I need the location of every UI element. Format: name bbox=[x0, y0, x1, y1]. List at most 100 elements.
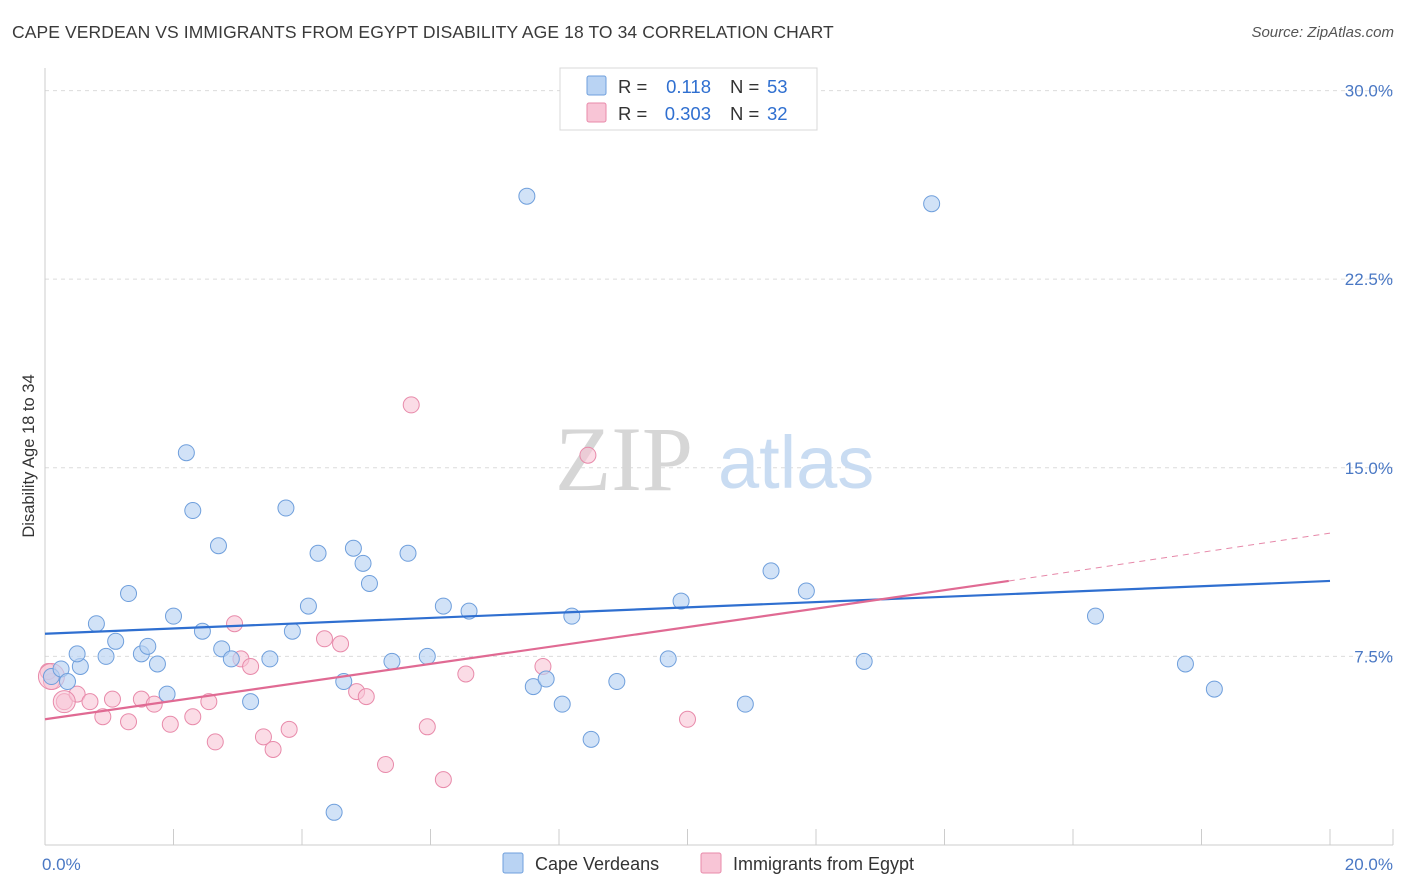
data-point-cape-verdean bbox=[1176, 655, 1194, 673]
data-point-egypt bbox=[226, 615, 244, 633]
data-point-cape-verdean bbox=[518, 187, 536, 205]
trend-line-egypt-extension bbox=[1008, 532, 1331, 582]
axes bbox=[44, 68, 1394, 846]
trend-line-egypt bbox=[44, 579, 1009, 721]
data-point-cape-verdean bbox=[148, 655, 166, 673]
y-tick-labels: 7.5% 15.0% 22.5% 30.0% bbox=[1345, 82, 1393, 667]
data-point-cape-verdean bbox=[582, 730, 600, 748]
data-point-egypt bbox=[52, 690, 76, 714]
x-tick-label-min: 0.0% bbox=[42, 855, 81, 874]
data-point-cape-verdean bbox=[608, 673, 626, 691]
data-point-cape-verdean bbox=[1086, 607, 1104, 625]
data-point-egypt bbox=[357, 688, 375, 706]
data-point-egypt bbox=[457, 665, 475, 683]
data-point-cape-verdean bbox=[120, 585, 138, 603]
data-point-cape-verdean bbox=[165, 607, 182, 625]
data-point-cape-verdean bbox=[58, 673, 76, 691]
data-point-egypt bbox=[120, 713, 138, 731]
data-point-cape-verdean bbox=[672, 592, 690, 610]
trend-lines bbox=[44, 532, 1331, 721]
data-point-cape-verdean bbox=[68, 645, 86, 663]
gridlines bbox=[45, 90, 1393, 657]
data-point-cape-verdean bbox=[107, 632, 125, 650]
data-point-cape-verdean bbox=[354, 554, 372, 572]
data-point-egypt bbox=[200, 693, 218, 711]
data-point-egypt bbox=[402, 396, 420, 414]
data-point-cape-verdean bbox=[418, 647, 436, 665]
data-point-cape-verdean bbox=[923, 195, 941, 213]
data-point-cape-verdean bbox=[209, 537, 227, 555]
watermark-atlas: atlas bbox=[718, 421, 874, 504]
data-point-egypt bbox=[264, 740, 282, 758]
data-point-cape-verdean bbox=[553, 695, 571, 713]
data-point-cape-verdean bbox=[855, 652, 873, 670]
data-point-egypt bbox=[280, 720, 298, 738]
data-point-egypt bbox=[377, 756, 395, 774]
series-cape-verdeans bbox=[42, 187, 1223, 821]
legend-swatch-pink bbox=[586, 102, 607, 123]
data-point-cape-verdean bbox=[87, 615, 105, 633]
data-point-egypt bbox=[103, 690, 121, 708]
chart-title: CAPE VERDEAN VS IMMIGRANTS FROM EGYPT DI… bbox=[12, 22, 834, 42]
data-point-egypt bbox=[242, 657, 260, 675]
data-point-egypt bbox=[315, 630, 333, 648]
legend-swatch-blue bbox=[586, 75, 607, 96]
data-point-cape-verdean bbox=[193, 622, 211, 640]
data-point-cape-verdean bbox=[299, 597, 317, 615]
legend-n-label-1: N = bbox=[730, 76, 759, 97]
data-point-cape-verdean bbox=[97, 647, 115, 665]
data-point-cape-verdean bbox=[399, 544, 417, 562]
y-tick-label: 30.0% bbox=[1345, 82, 1393, 101]
bottom-legend-swatch-blue bbox=[502, 852, 524, 874]
data-point-cape-verdean bbox=[242, 693, 260, 711]
data-point-egypt bbox=[332, 635, 350, 653]
data-point-cape-verdean bbox=[325, 803, 343, 821]
data-point-cape-verdean bbox=[184, 502, 202, 520]
data-point-cape-verdean bbox=[177, 444, 195, 462]
data-point-cape-verdean bbox=[537, 670, 555, 688]
legend-n-label-2: N = bbox=[730, 103, 759, 124]
legend-r-value-2: 0.303 bbox=[665, 103, 711, 124]
watermark-zip: ZIP bbox=[555, 408, 693, 510]
trend-line-cape-verdeans bbox=[44, 579, 1331, 635]
data-point-cape-verdean bbox=[1205, 680, 1223, 698]
data-point-cape-verdean bbox=[309, 544, 327, 562]
data-point-cape-verdean bbox=[797, 582, 815, 600]
data-point-cape-verdean bbox=[277, 499, 295, 517]
legend-r-value-1: 0.118 bbox=[666, 76, 711, 97]
bottom-legend-label-cape-verdeans: Cape Verdeans bbox=[535, 854, 659, 874]
data-point-egypt bbox=[579, 446, 597, 464]
bottom-legend-swatch-pink bbox=[700, 852, 722, 874]
legend-n-value-1: 53 bbox=[767, 76, 788, 97]
x-tick-label-max: 20.0% bbox=[1345, 855, 1393, 874]
bottom-legend-label-immigrants-from-egypt: Immigrants from Egypt bbox=[733, 854, 914, 874]
data-point-cape-verdean bbox=[383, 652, 401, 670]
data-point-egypt bbox=[434, 771, 452, 789]
data-point-cape-verdean bbox=[222, 650, 240, 668]
y-tick-label: 7.5% bbox=[1354, 647, 1393, 666]
data-point-cape-verdean bbox=[139, 637, 157, 655]
data-point-egypt bbox=[184, 708, 202, 726]
legend-r-label-2: R = bbox=[618, 103, 647, 124]
data-point-cape-verdean bbox=[434, 597, 452, 615]
data-point-cape-verdean bbox=[524, 678, 542, 696]
y-tick-label: 15.0% bbox=[1345, 459, 1393, 478]
data-point-cape-verdean bbox=[344, 539, 362, 557]
data-point-cape-verdean bbox=[659, 650, 677, 668]
data-point-egypt bbox=[206, 733, 224, 751]
data-point-egypt bbox=[81, 693, 99, 711]
data-point-egypt bbox=[418, 718, 436, 736]
data-point-cape-verdean bbox=[360, 574, 378, 592]
data-point-egypt bbox=[679, 710, 696, 728]
data-point-cape-verdean bbox=[563, 607, 581, 625]
data-point-cape-verdean bbox=[158, 685, 176, 703]
source-note: Source: ZipAtlas.com bbox=[1251, 24, 1394, 41]
data-point-cape-verdean bbox=[283, 622, 301, 640]
legend-n-value-2: 32 bbox=[767, 103, 788, 124]
x-tick-labels: 0.0% 20.0% bbox=[42, 855, 1393, 874]
y-axis-title: Disability Age 18 to 34 bbox=[20, 374, 38, 537]
data-point-cape-verdean bbox=[261, 650, 279, 668]
data-point-egypt bbox=[94, 708, 112, 726]
correlation-legend: R = 0.118 N = 53 R = 0.303 N = 32 bbox=[559, 67, 818, 131]
